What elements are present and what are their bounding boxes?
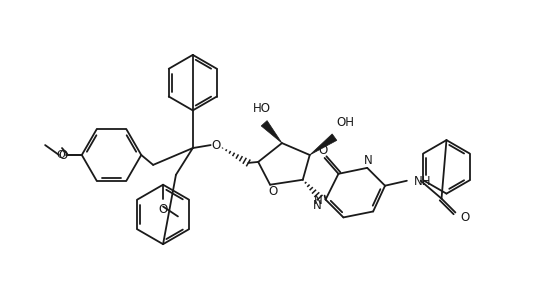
Text: O: O — [56, 150, 65, 160]
Polygon shape — [261, 121, 282, 143]
Text: HO: HO — [253, 102, 271, 115]
Text: N: N — [364, 154, 372, 167]
Text: N: N — [313, 199, 322, 212]
Text: O: O — [58, 150, 68, 162]
Text: O: O — [461, 211, 470, 224]
Text: O: O — [211, 138, 220, 152]
Text: N: N — [314, 194, 323, 207]
Polygon shape — [310, 134, 337, 155]
Text: O: O — [268, 185, 278, 198]
Text: O: O — [318, 144, 327, 157]
Text: OH: OH — [337, 116, 354, 129]
Text: NH: NH — [414, 175, 432, 188]
Text: O: O — [158, 203, 168, 216]
